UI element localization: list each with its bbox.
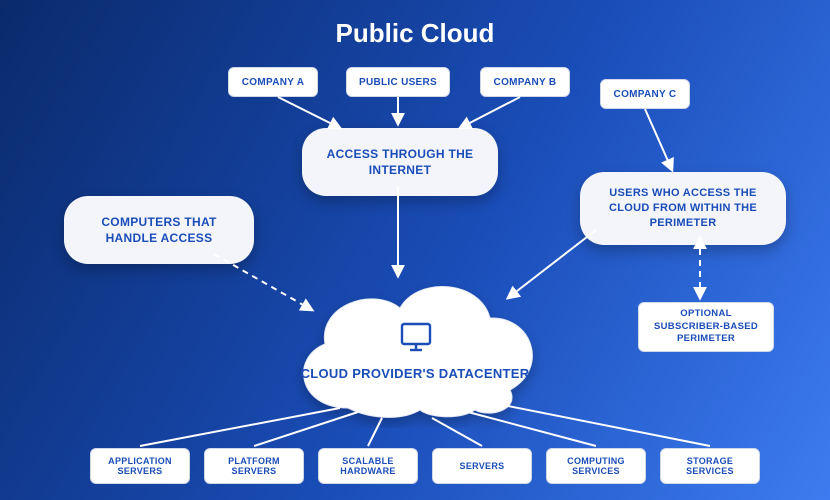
node-servers: SERVERS bbox=[432, 448, 532, 484]
node-users-within: USERS WHO ACCESS THE CLOUD FROM WITHIN T… bbox=[580, 172, 786, 245]
node-company-c: COMPANY C bbox=[600, 79, 690, 109]
node-platform-servers: PLATFORM SERVERS bbox=[204, 448, 304, 484]
node-storage-services: STORAGE SERVICES bbox=[660, 448, 760, 484]
node-scalable-hw: SCALABLE HARDWARE bbox=[318, 448, 418, 484]
node-company-b: COMPANY B bbox=[480, 67, 570, 97]
node-access-internet: ACCESS THROUGH THE INTERNET bbox=[302, 128, 498, 196]
node-public-users: PUBLIC USERS bbox=[346, 67, 450, 97]
node-cloud-center: CLOUD PROVIDER'S DATACENTER bbox=[280, 258, 550, 428]
node-computing-services: COMPUTING SERVICES bbox=[546, 448, 646, 484]
node-computers-handle: COMPUTERS THAT HANDLE ACCESS bbox=[64, 196, 254, 264]
diagram-title: Public Cloud bbox=[0, 18, 830, 49]
cloud-center-label: CLOUD PROVIDER'S DATACENTER bbox=[280, 366, 550, 383]
node-optional-perimeter: OPTIONAL SUBSCRIBER-BASED PERIMETER bbox=[638, 302, 774, 352]
node-company-a: COMPANY A bbox=[228, 67, 318, 97]
node-app-servers: APPLICATION SERVERS bbox=[90, 448, 190, 484]
